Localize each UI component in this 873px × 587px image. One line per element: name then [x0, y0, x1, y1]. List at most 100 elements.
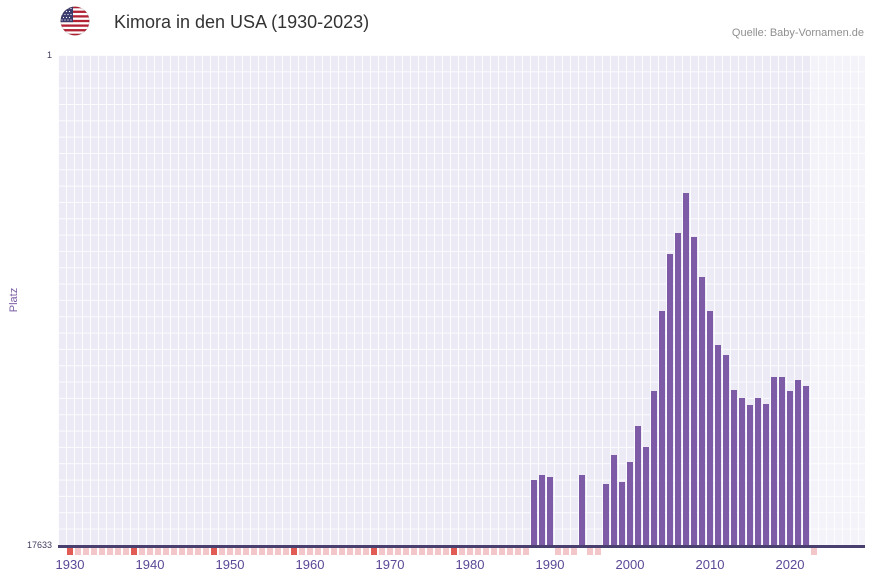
unranked-year-marker [338, 548, 346, 555]
unranked-year-marker [290, 548, 298, 555]
unranked-year-marker [234, 548, 242, 555]
unranked-year-marker [498, 548, 506, 555]
bar-2014[interactable] [738, 398, 746, 545]
x-tick-label-2010: 2010 [695, 557, 725, 572]
bar-2004[interactable] [658, 310, 666, 545]
x-tick-label-1960: 1960 [295, 557, 325, 572]
unranked-year-marker [226, 548, 234, 555]
x-tick-label-1990: 1990 [535, 557, 565, 572]
bar-2006[interactable] [674, 232, 682, 545]
unranked-year-marker [66, 548, 74, 555]
unranked-year-marker [482, 548, 490, 555]
unranked-year-marker [146, 548, 154, 555]
bar-2011[interactable] [714, 345, 722, 545]
unranked-year-marker [330, 548, 338, 555]
bar-1988[interactable] [530, 480, 538, 545]
bar-1989[interactable] [538, 474, 546, 545]
unranked-year-marker [114, 548, 122, 555]
bar-2015[interactable] [746, 405, 754, 545]
unranked-year-marker [402, 548, 410, 555]
bar-2013[interactable] [730, 389, 738, 545]
bar-2010[interactable] [706, 310, 714, 545]
unranked-year-marker [522, 548, 530, 555]
bar-1997[interactable] [602, 484, 610, 545]
source-attribution: Quelle: Baby-Vornamen.de [731, 27, 864, 39]
unranked-year-marker [490, 548, 498, 555]
bar-2005[interactable] [666, 253, 674, 545]
unranked-year-marker [370, 548, 378, 555]
unranked-year-marker [426, 548, 434, 555]
bar-2000[interactable] [626, 462, 634, 545]
unranked-year-marker [298, 548, 306, 555]
page-title: Kimora in den USA (1930-2023) [114, 12, 370, 32]
unranked-year-marker [122, 548, 130, 555]
bar-2009[interactable] [698, 277, 706, 545]
unranked-year-marker [170, 548, 178, 555]
unranked-year-marker [154, 548, 162, 555]
bar-2016[interactable] [754, 398, 762, 545]
x-tick-label-1970: 1970 [375, 557, 405, 572]
bar-2007[interactable] [682, 192, 690, 545]
unranked-year-marker [514, 548, 522, 555]
unranked-year-marker [138, 548, 146, 555]
unranked-year-marker [130, 548, 138, 555]
bar-2012[interactable] [722, 355, 730, 545]
unranked-year-marker [202, 548, 210, 555]
unranked-year-marker [74, 548, 82, 555]
bar-1999[interactable] [618, 481, 626, 545]
unranked-year-marker [306, 548, 314, 555]
bar-2002[interactable] [642, 446, 650, 545]
bar-2021[interactable] [794, 380, 802, 545]
unranked-year-marker [570, 548, 578, 555]
bar-2020[interactable] [786, 391, 794, 545]
bar-2008[interactable] [690, 236, 698, 545]
us-flag-icon [60, 6, 90, 36]
bar-1994[interactable] [578, 474, 586, 545]
unranked-year-marker [210, 548, 218, 555]
unranked-year-marker [314, 548, 322, 555]
unranked-year-marker [162, 548, 170, 555]
unranked-year-marker [810, 548, 818, 555]
unranked-year-marker [386, 548, 394, 555]
unranked-year-marker [586, 548, 594, 555]
unranked-year-marker [250, 548, 258, 555]
unranked-year-marker [106, 548, 114, 555]
unranked-year-marker [186, 548, 194, 555]
bar-1998[interactable] [610, 455, 618, 545]
x-tick-label-1940: 1940 [135, 557, 165, 572]
unranked-year-marker [506, 548, 514, 555]
unranked-year-marker [82, 548, 90, 555]
x-tick-label-2020: 2020 [775, 557, 805, 572]
bar-2001[interactable] [634, 425, 642, 545]
unranked-year-marker [362, 548, 370, 555]
bar-2018[interactable] [770, 377, 778, 545]
y-tick-top: 1 [46, 50, 52, 60]
x-tick-label-1930: 1930 [55, 557, 85, 572]
recent-year-band [810, 55, 865, 545]
unranked-year-marker [258, 548, 266, 555]
bar-2017[interactable] [762, 403, 770, 545]
x-axis-labels: 1930 1940 1950 1960 1970 1980 1990 2000 2010 2020 [56, 557, 865, 575]
bar-2003[interactable] [650, 391, 658, 545]
unranked-year-marker [98, 548, 106, 555]
y-tick-bottom: 17633 [26, 540, 52, 550]
x-axis-line [58, 545, 865, 548]
unranked-year-marker [274, 548, 282, 555]
unranked-year-marker [442, 548, 450, 555]
unranked-year-marker [450, 548, 458, 555]
unranked-year-marker [554, 548, 562, 555]
x-tick-label-2000: 2000 [615, 557, 645, 572]
y-axis-label: Platz [8, 287, 20, 313]
unranked-year-marker [322, 548, 330, 555]
plot-area [58, 55, 865, 545]
unranked-year-marker [594, 548, 602, 555]
unranked-year-marker [474, 548, 482, 555]
unranked-year-marker [242, 548, 250, 555]
unranked-year-marker [354, 548, 362, 555]
bar-1990[interactable] [546, 477, 554, 545]
bar-2022[interactable] [802, 385, 810, 545]
unranked-year-marker [434, 548, 442, 555]
bar-2019[interactable] [778, 377, 786, 545]
unranked-year-marker [266, 548, 274, 555]
